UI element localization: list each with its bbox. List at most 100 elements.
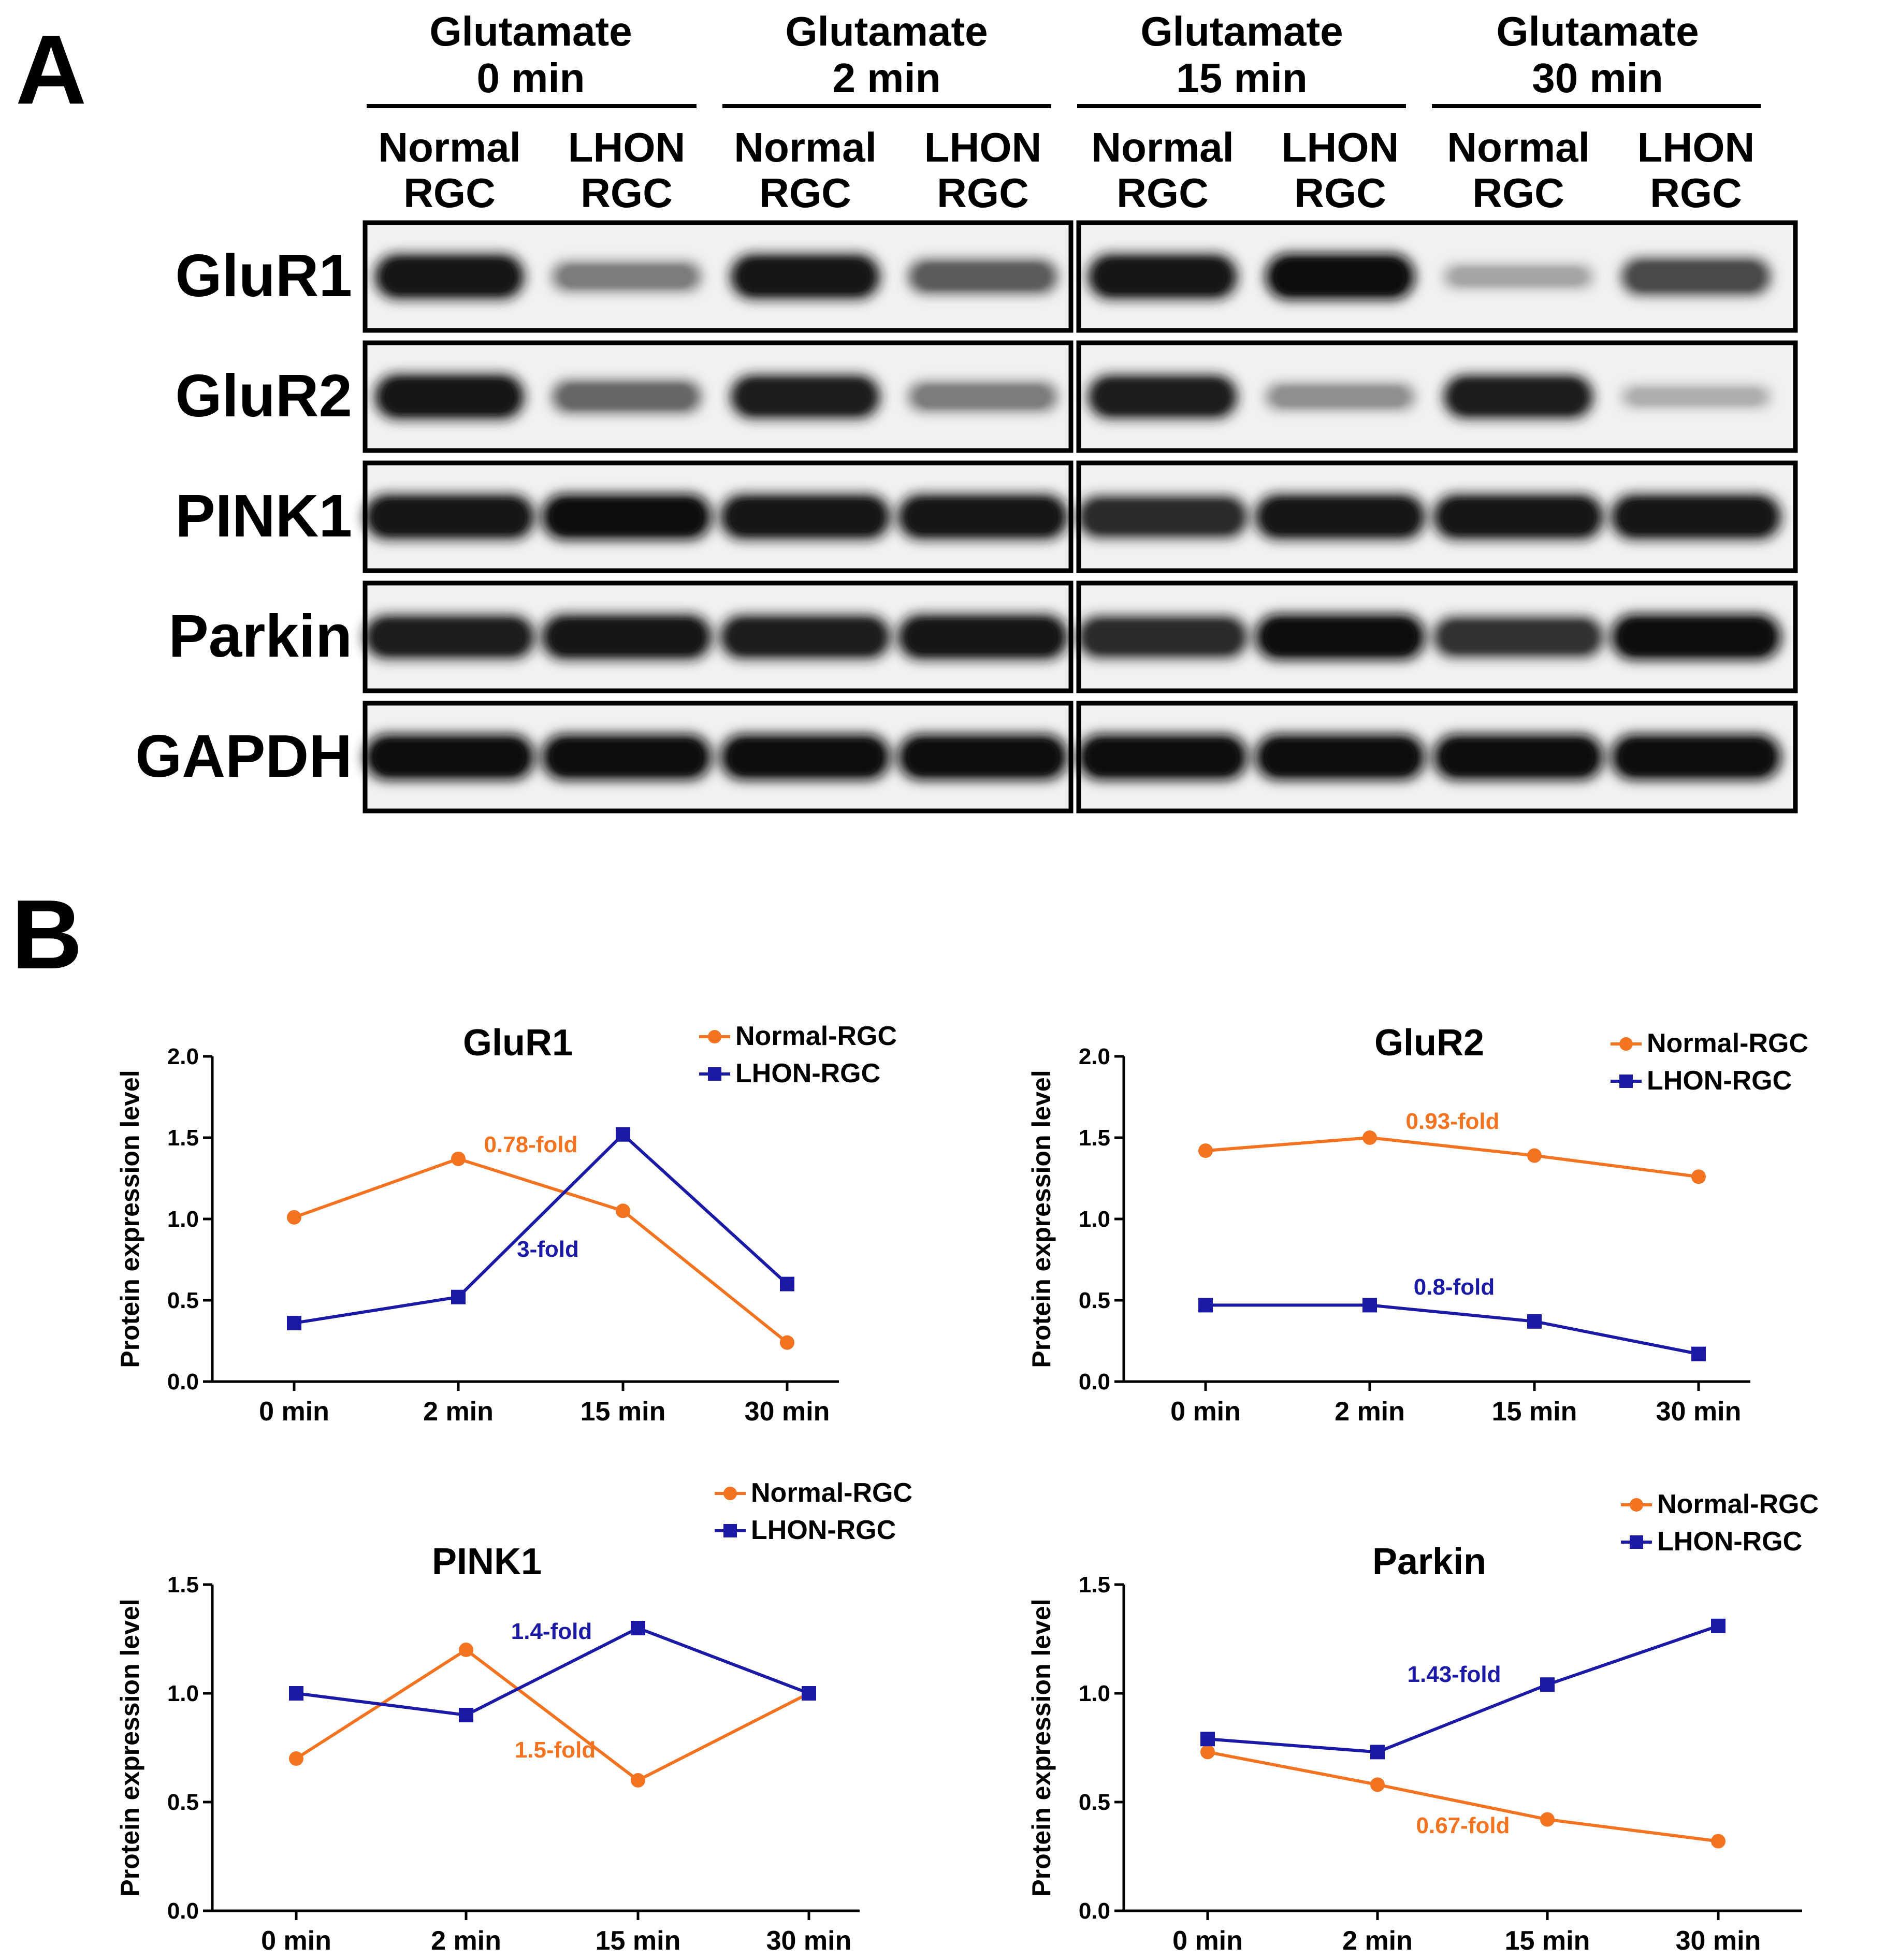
legend-marker (1619, 1075, 1633, 1088)
legend-marker (723, 1524, 737, 1537)
legend-label: LHON-RGC (751, 1515, 896, 1545)
band-core (1265, 500, 1415, 533)
y-axis-label: Protein expression level (115, 1070, 144, 1368)
data-point (1540, 1812, 1555, 1827)
data-point (780, 1276, 794, 1291)
group-label-line1: Glutamate (1496, 8, 1699, 54)
chart-title: GluR1 (463, 1022, 573, 1064)
y-tick-label: 1.0 (167, 1207, 199, 1232)
group-label-line2: 15 min (1176, 55, 1307, 101)
fold-annotation: 0.93-fold (1406, 1109, 1500, 1134)
band-core (1443, 741, 1593, 774)
y-tick-label: 1.5 (1079, 1572, 1110, 1598)
legend-marker (1630, 1535, 1643, 1549)
blot-frame (363, 580, 1074, 693)
y-tick-label: 0.0 (1079, 1369, 1110, 1395)
series-line (1205, 1136, 1699, 1179)
fold-annotation: 1.5-fold (515, 1737, 596, 1763)
band-core (374, 741, 525, 774)
blot-row-parkin: Parkin (168, 580, 1798, 693)
x-tick-label: 2 min (431, 1926, 501, 1956)
data-point (1540, 1677, 1555, 1692)
x-tick-label: 30 min (766, 1926, 852, 1956)
chart-glur2: 0.0 0.5 1.0 1.5 2.0 0 min 2 min 15 min 30 min Pro… (1027, 1022, 1808, 1427)
y-tick-label: 0.0 (1079, 1898, 1110, 1924)
band-core (1098, 381, 1227, 412)
lane-label-line1: LHON (568, 124, 686, 170)
data-point (289, 1751, 303, 1766)
data-point (1711, 1618, 1726, 1633)
series-lhon-rgc (289, 1621, 816, 1722)
lane-label-line1: LHON (924, 124, 1042, 170)
panel-b-label: B (11, 880, 82, 990)
blot-row-glur2: GluR2 (175, 340, 1798, 453)
group-label-line1: Glutamate (1140, 8, 1343, 54)
lane-label-line2: RGC (581, 170, 673, 216)
band-core (1621, 741, 1771, 774)
legend-marker (1619, 1037, 1633, 1051)
data-point (1691, 1346, 1706, 1361)
band-core (741, 260, 870, 293)
legend-label: Normal-RGC (1657, 1489, 1819, 1519)
band-core (1088, 622, 1238, 652)
blot-row-pink1: PINK1 (175, 460, 1798, 573)
x-tick-label: 30 min (745, 1397, 830, 1427)
data-point (616, 1127, 630, 1142)
series-line (294, 1132, 789, 1325)
chart-title: Parkin (1372, 1541, 1486, 1582)
band-core (1621, 620, 1771, 654)
fold-annotation: 0.8-fold (1414, 1274, 1495, 1300)
panel-a-label: A (16, 15, 86, 125)
y-tick-label: 1.0 (1079, 1207, 1110, 1232)
blot-frame (1076, 340, 1798, 453)
band-core (1631, 263, 1761, 290)
x-tick-label: 15 min (1505, 1926, 1590, 1956)
data-point (616, 1203, 630, 1218)
y-tick-label: 0.5 (167, 1790, 199, 1815)
band-core (730, 621, 880, 652)
data-point (1200, 1732, 1215, 1747)
band-core (385, 380, 514, 413)
legend: Normal-RGC LHON-RGC (715, 1478, 912, 1545)
lane-label-line1: LHON (1282, 124, 1399, 170)
protein-label: GluR2 (175, 362, 352, 429)
x-tick-label: 30 min (1656, 1397, 1742, 1427)
data-point (451, 1151, 466, 1166)
lane-label-line2: RGC (1294, 170, 1386, 216)
y-tick-label: 1.5 (167, 1125, 199, 1151)
series-line (1207, 1624, 1719, 1754)
blot-frame (363, 460, 1074, 573)
series-normal-rgc (287, 1151, 794, 1350)
band-core (1631, 389, 1761, 404)
y-tick-label: 1.0 (1079, 1681, 1110, 1706)
band-core (374, 500, 525, 533)
chart-title: PINK1 (432, 1541, 542, 1582)
band-core (1275, 259, 1405, 294)
lane-label-line2: RGC (937, 170, 1029, 216)
band-core (1443, 622, 1593, 651)
y-tick-label: 0.5 (1079, 1790, 1110, 1815)
band-core (562, 266, 691, 287)
band-core (1265, 620, 1415, 654)
series-line (1206, 1303, 1699, 1356)
protein-label: Parkin (168, 602, 352, 670)
lane-label-line2: RGC (1116, 170, 1209, 216)
legend-label: Normal-RGC (1647, 1028, 1808, 1058)
series-normal-rgc (1198, 1130, 1706, 1184)
band-core (908, 500, 1058, 533)
band-core (741, 381, 870, 412)
data-point (451, 1289, 466, 1304)
data-point (1370, 1777, 1385, 1792)
data-point (289, 1686, 303, 1701)
data-point (1527, 1314, 1542, 1329)
data-point (1691, 1169, 1706, 1184)
lane-label-line1: Normal (1447, 124, 1590, 170)
y-axis-label: Protein expression level (1027, 1599, 1056, 1896)
protein-label: GluR1 (175, 242, 352, 309)
lane-label-line2: RGC (403, 170, 496, 216)
x-tick-label: 30 min (1676, 1926, 1761, 1956)
lane-label-line1: Normal (378, 124, 521, 170)
lane-label-line2: RGC (1472, 170, 1564, 216)
blot-frame (363, 220, 1074, 333)
chart-glur1: 0.0 0.5 1.0 1.5 2.0 0 min 2 min 15 min 30 min Pro… (115, 1021, 897, 1427)
